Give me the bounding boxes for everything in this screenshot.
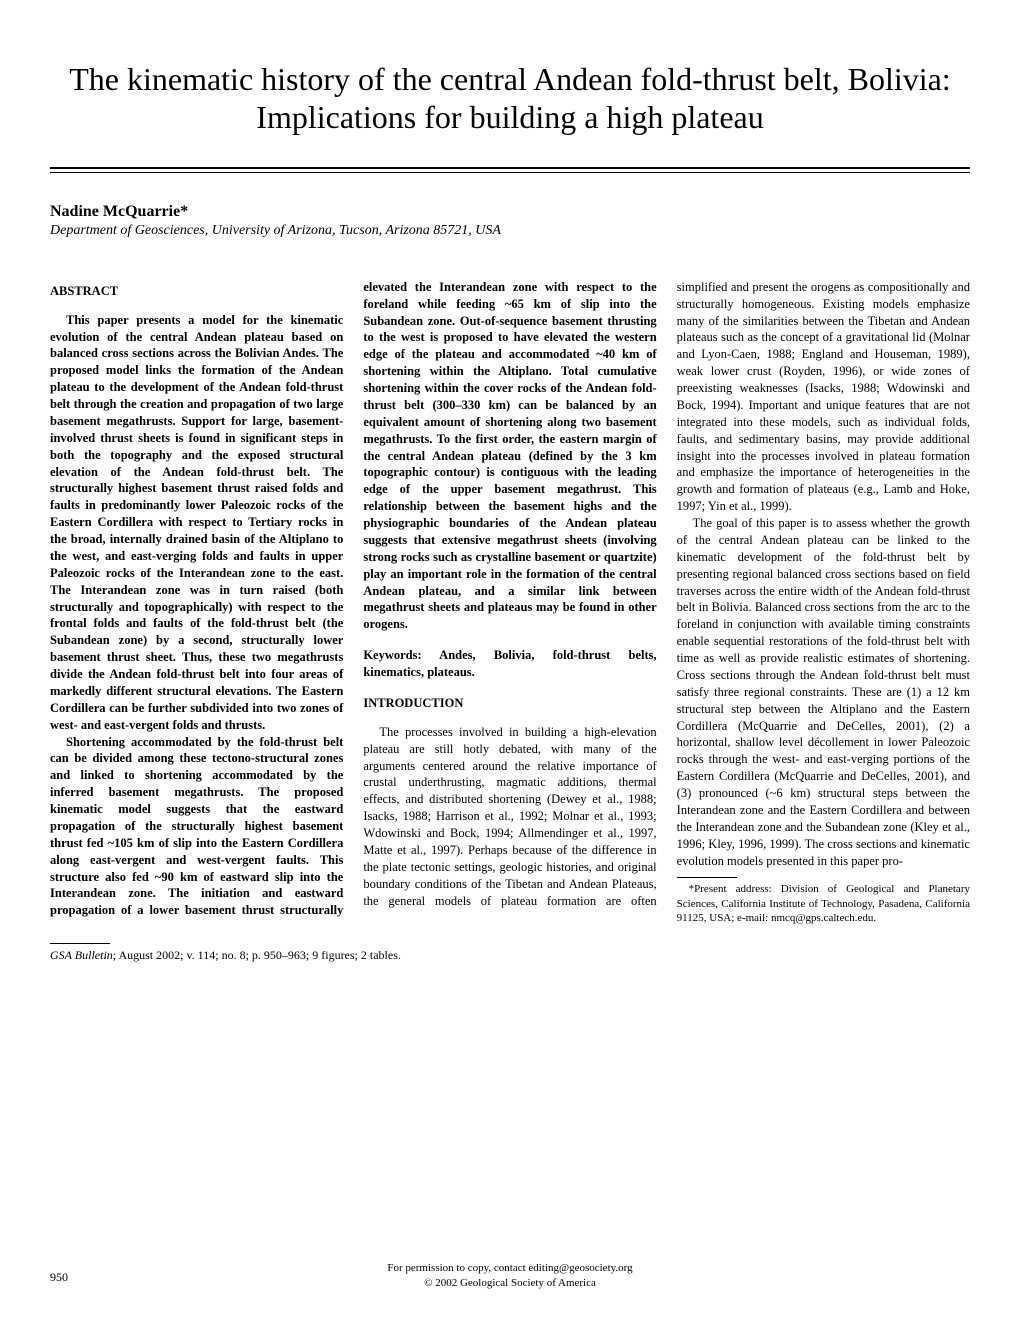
page-footer: For permission to copy, contact editing@… [0, 1261, 1020, 1290]
article-body: ABSTRACT This paper presents a model for… [50, 279, 970, 926]
citation-details: ; August 2002; v. 114; no. 8; p. 950–963… [113, 948, 401, 962]
article-title: The kinematic history of the central And… [50, 60, 970, 137]
abstract-header: ABSTRACT [50, 283, 343, 300]
citation-journal: GSA Bulletin [50, 948, 113, 962]
abstract-paragraph: This paper presents a model for the kine… [50, 312, 343, 734]
footer-permission: For permission to copy, contact editing@… [0, 1261, 1020, 1275]
citation-line: GSA Bulletin; August 2002; v. 114; no. 8… [50, 948, 970, 963]
footnote-rule [677, 877, 737, 878]
author-affiliation: Department of Geosciences, University of… [50, 223, 970, 239]
author-name: Nadine McQuarrie* [50, 203, 970, 221]
keywords: Keywords: Andes, Bolivia, fold-thrust be… [363, 647, 656, 681]
citation-rule [50, 943, 110, 944]
author-footnote: *Present address: Division of Geological… [677, 882, 970, 925]
introduction-header: INTRODUCTION [363, 695, 656, 712]
footer-copyright: © 2002 Geological Society of America [0, 1276, 1020, 1290]
intro-paragraph: The goal of this paper is to assess whet… [677, 515, 970, 869]
title-rule [50, 167, 970, 173]
